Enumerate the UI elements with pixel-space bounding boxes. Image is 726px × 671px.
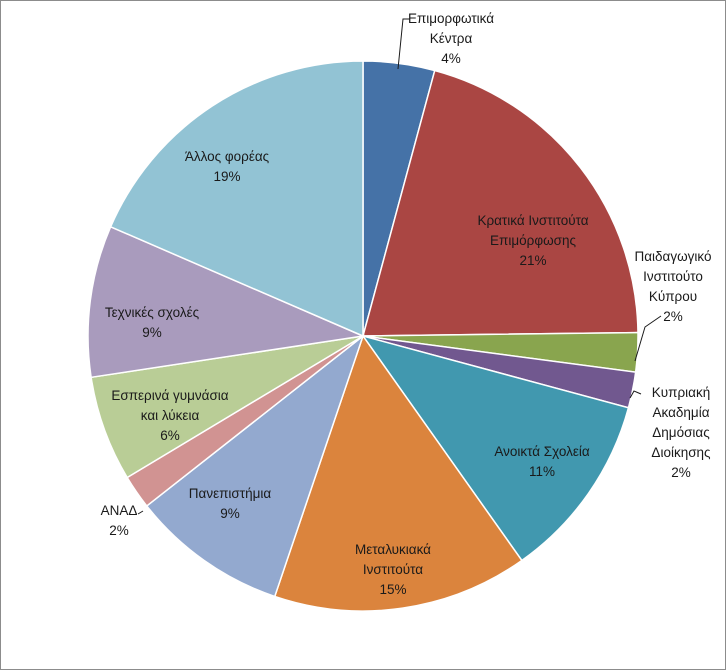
data-label-percent: 2% <box>671 465 691 480</box>
data-label: Κρατικά Ινστιτούτα Επιμόρφωσης 21% <box>477 213 588 268</box>
pie-slice <box>362 69 639 337</box>
pie-slices <box>87 60 639 612</box>
data-label: Επιμορφωτικά Κέντρα 4% <box>408 11 494 66</box>
data-label-category: Ινστιτούτα <box>363 562 423 577</box>
data-label-percent: 19% <box>213 169 240 184</box>
leader-line <box>397 18 410 70</box>
data-label-category: Επιμορφωτικά <box>408 11 494 26</box>
data-label-percent: 11% <box>529 464 555 479</box>
data-label-percent: 4% <box>441 51 461 66</box>
data-label: ΑΝΑΔ 2% <box>101 503 138 538</box>
data-label-percent: 9% <box>142 325 162 340</box>
data-label-percent: 6% <box>160 428 180 443</box>
pie-slice <box>109 60 364 338</box>
data-label-category: Κύπρου <box>649 289 697 304</box>
data-label-category: Παιδαγωγικό <box>634 249 711 264</box>
data-label-category: Άλλος φορέας <box>185 149 270 164</box>
data-label: Ανοικτά Σχολεία 11% <box>494 444 590 479</box>
data-label: Μεταλυκιακά Ινστιτούτα 15% <box>355 542 431 597</box>
data-label-category: Δημόσιας <box>652 425 710 440</box>
data-label-category: Τεχνικές σχολές <box>105 305 200 320</box>
data-label-category: Ανοικτά Σχολεία <box>494 444 590 459</box>
leader-line <box>634 315 662 362</box>
data-label: Κυπριακή Ακαδημία Δημόσιας Διοίκησης 2% <box>651 385 711 480</box>
data-label-category: Μεταλυκιακά <box>355 542 431 557</box>
pie-slice <box>361 334 630 562</box>
data-label-category: Κέντρα <box>430 31 473 46</box>
data-label: Άλλος φορέας 19% <box>185 149 270 184</box>
data-label: Τεχνικές σχολές 9% <box>105 305 200 340</box>
data-labels: Επιμορφωτικά Κέντρα 4% Κρατικά Ινστιτούτα Επ… <box>101 11 712 597</box>
data-label-percent: 9% <box>220 506 240 521</box>
data-label-percent: 2% <box>663 309 683 324</box>
data-label-category: Ακαδημία <box>653 405 710 420</box>
data-label-category: Εσπερινά γυμνάσια <box>111 388 228 403</box>
data-label-category: Διοίκησης <box>651 445 711 460</box>
data-label: Εσπερινά γυμνάσια και λύκεια 6% <box>111 388 228 443</box>
data-label-category: Κρατικά Ινστιτούτα <box>477 213 588 228</box>
pie-slice <box>273 334 523 612</box>
data-label-category: Πανεπιστήμια <box>189 486 272 501</box>
data-label-category: και λύκεια <box>141 408 200 423</box>
data-label-category: ΑΝΑΔ <box>101 503 138 518</box>
data-label-category: Επιμόρφωσης <box>490 233 576 248</box>
pie-slice <box>145 333 365 598</box>
data-label-percent: 15% <box>379 582 406 597</box>
leader-line <box>629 390 642 399</box>
leader-line <box>137 510 144 515</box>
leader-lines <box>137 18 662 515</box>
data-label-category: Ινστιτούτο <box>643 269 703 284</box>
pie-slice <box>87 225 366 379</box>
data-label: Πανεπιστήμια 9% <box>189 486 272 521</box>
data-label-percent: 2% <box>109 523 129 538</box>
data-label-category: Κυπριακή <box>652 385 710 400</box>
data-label-percent: 21% <box>519 253 546 268</box>
data-label: Παιδαγωγικό Ινστιτούτο Κύπρου 2% <box>634 249 711 324</box>
